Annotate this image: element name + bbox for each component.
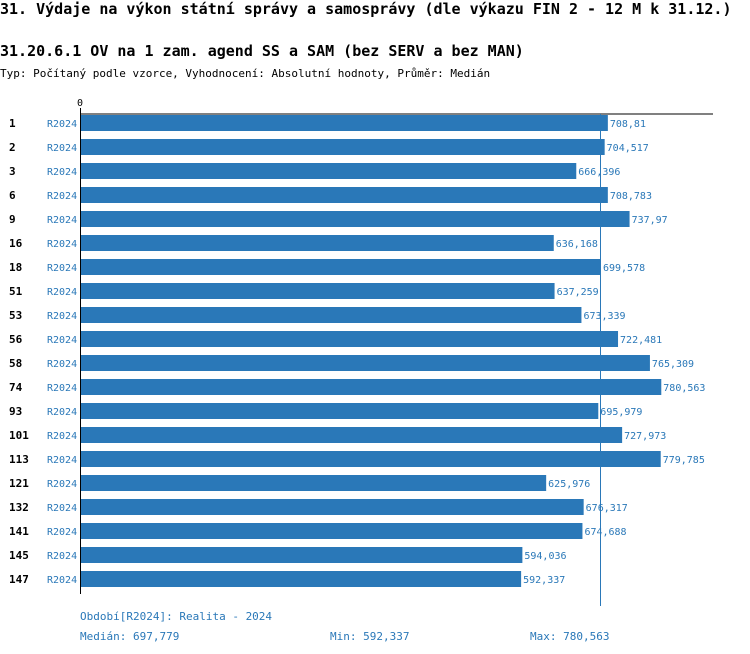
series-label: R2024 xyxy=(47,143,77,154)
footer-max: Max: 780,563 xyxy=(530,630,610,643)
chart-subtitle: 31.20.6.1 OV na 1 zam. agend SS a SAM (b… xyxy=(0,42,524,60)
data-label: 722,481 xyxy=(620,335,662,346)
bar xyxy=(81,115,608,131)
category-label: 9 xyxy=(9,213,16,226)
data-label: 673,339 xyxy=(583,311,625,322)
series-label: R2024 xyxy=(47,215,77,226)
series-label: R2024 xyxy=(47,431,77,442)
chart-type-line: Typ: Počítaný podle vzorce, Vyhodnocení:… xyxy=(0,67,491,80)
bar xyxy=(81,427,623,443)
bar xyxy=(81,283,555,299)
bar xyxy=(81,571,522,587)
data-label: 727,973 xyxy=(624,431,666,442)
data-label: 779,785 xyxy=(663,455,705,466)
series-label: R2024 xyxy=(47,359,77,370)
footer-period: Období[R2024]: Realita - 2024 xyxy=(80,610,273,623)
series-label: R2024 xyxy=(47,407,77,418)
bar xyxy=(81,475,547,491)
data-label: 708,783 xyxy=(610,191,652,202)
data-label: 636,168 xyxy=(556,239,598,250)
data-label: 708,81 xyxy=(610,119,646,130)
category-label: 132 xyxy=(9,501,29,514)
bar xyxy=(81,379,662,395)
data-label: 699,578 xyxy=(603,263,645,274)
data-label: 625,976 xyxy=(548,479,590,490)
series-label: R2024 xyxy=(47,575,77,586)
series-label: R2024 xyxy=(47,479,77,490)
category-label: 147 xyxy=(9,573,29,586)
x-axis-tick-label: 0 xyxy=(77,98,83,109)
data-label: 704,517 xyxy=(607,143,649,154)
data-label: 676,317 xyxy=(586,503,628,514)
series-label: R2024 xyxy=(47,191,77,202)
chart-title: 31. Výdaje na výkon státní správy a samo… xyxy=(0,0,732,18)
data-label: 594,036 xyxy=(524,551,566,562)
bar xyxy=(81,307,582,323)
series-label: R2024 xyxy=(47,311,77,322)
category-label: 1 xyxy=(9,117,16,130)
data-label: 666,396 xyxy=(578,167,620,178)
bar xyxy=(81,163,577,179)
category-label: 58 xyxy=(9,357,22,370)
series-label: R2024 xyxy=(47,287,77,298)
bar xyxy=(81,139,605,155)
category-label: 74 xyxy=(9,381,23,394)
bar xyxy=(81,355,650,371)
series-label: R2024 xyxy=(47,239,77,250)
series-label: R2024 xyxy=(47,551,77,562)
series-label: R2024 xyxy=(47,503,77,514)
bar xyxy=(81,331,619,347)
bar xyxy=(81,499,584,515)
bar xyxy=(81,259,601,275)
data-label: 737,97 xyxy=(632,215,668,226)
category-label: 51 xyxy=(9,285,23,298)
data-label: 637,259 xyxy=(557,287,599,298)
bar xyxy=(81,235,554,251)
bar xyxy=(81,523,583,539)
series-label: R2024 xyxy=(47,119,77,130)
category-label: 121 xyxy=(9,477,29,490)
series-label: R2024 xyxy=(47,263,77,274)
data-label: 592,337 xyxy=(523,575,565,586)
data-label: 765,309 xyxy=(652,359,694,370)
series-label: R2024 xyxy=(47,335,77,346)
category-label: 101 xyxy=(9,429,29,442)
category-label: 113 xyxy=(9,453,29,466)
category-label: 53 xyxy=(9,309,22,322)
category-label: 93 xyxy=(9,405,22,418)
bar xyxy=(81,187,608,203)
data-label: 780,563 xyxy=(663,383,705,394)
series-label: R2024 xyxy=(47,167,77,178)
category-label: 18 xyxy=(9,261,22,274)
bar xyxy=(81,547,523,563)
footer-min: Min: 592,337 xyxy=(330,630,410,643)
series-label: R2024 xyxy=(47,527,77,538)
category-label: 2 xyxy=(9,141,16,154)
category-label: 141 xyxy=(9,525,29,538)
category-label: 56 xyxy=(9,333,23,346)
bar xyxy=(81,211,630,227)
bar xyxy=(81,451,661,467)
data-label: 674,688 xyxy=(584,527,626,538)
data-label: 695,979 xyxy=(600,407,642,418)
category-label: 16 xyxy=(9,237,23,250)
series-label: R2024 xyxy=(47,455,77,466)
category-label: 6 xyxy=(9,189,16,202)
footer-median: Medián: 697,779 xyxy=(80,630,180,643)
category-label: 3 xyxy=(9,165,16,178)
category-label: 145 xyxy=(9,549,29,562)
bar xyxy=(81,403,599,419)
series-label: R2024 xyxy=(47,383,77,394)
